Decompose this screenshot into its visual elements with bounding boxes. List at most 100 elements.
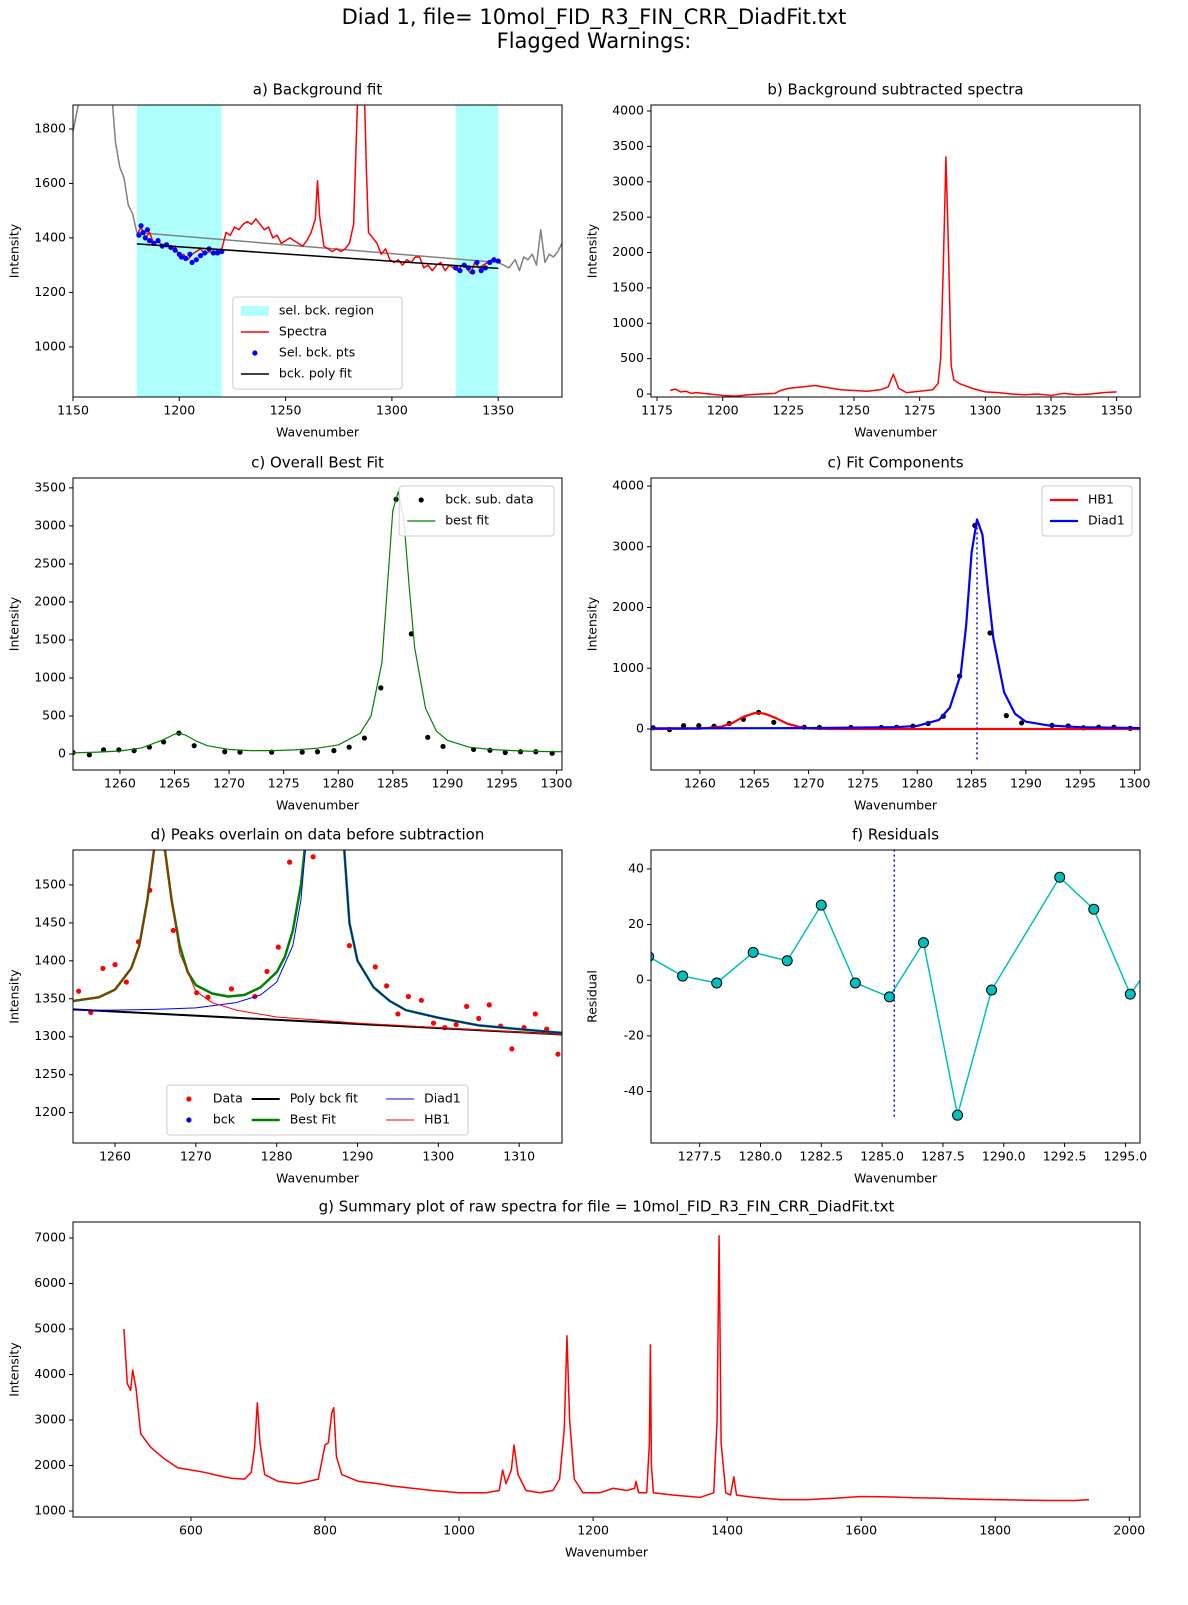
plot-area: [73, 491, 562, 758]
subplot: b) Background subtracted spectra Wavenumb…: [585, 81, 1141, 440]
subplot: c) Fit Components Wavenumber Intensity 1260…: [585, 454, 1151, 813]
y-tick-label: 1500: [612, 279, 644, 294]
data-point: [202, 250, 208, 256]
legend-frame: [398, 485, 555, 537]
y-tick-label: 1000: [34, 669, 66, 684]
x-tick-label: 1250: [270, 403, 302, 418]
x-tick-label: 1275: [904, 403, 936, 418]
data-point: [491, 257, 497, 263]
x-tick-label: 1200: [707, 403, 739, 418]
y-tick-label: 1000: [34, 1502, 66, 1517]
x-tick-label: 1350: [482, 403, 514, 418]
x-tick-label: 1295: [1064, 776, 1096, 791]
data-point: [555, 1051, 561, 1057]
y-tick-label: 1500: [34, 631, 66, 646]
data-point: [346, 744, 352, 750]
x-tick-label: 1295: [486, 776, 518, 791]
data-line: [123, 1234, 1090, 1502]
data-point: [487, 259, 493, 266]
legend-swatch: [418, 497, 424, 503]
data-point: [478, 268, 484, 274]
y-tick-label: 1800: [34, 120, 66, 135]
x-tick-label: 1265: [159, 776, 191, 791]
data-point: [210, 250, 216, 256]
data-line: [73, 850, 562, 1034]
x-tick-label: 1265: [738, 776, 770, 791]
legend-swatch: [186, 1117, 192, 1123]
x-tick-label: 1285: [377, 776, 409, 791]
y-tick-label: 5000: [34, 1321, 66, 1336]
data-point: [986, 984, 998, 996]
y-tick-label: 3500: [34, 479, 66, 494]
x-tick-label: 1150: [57, 403, 89, 418]
legend-label: best fit: [445, 513, 489, 528]
data-point: [1003, 713, 1009, 719]
data-point: [264, 968, 270, 975]
subplot-title: f) Residuals: [852, 826, 939, 844]
y-tick-label: 0: [636, 972, 644, 987]
x-tick-label: 1285.0: [860, 1149, 904, 1164]
legend-label: Poly bck fit: [290, 1091, 358, 1106]
legend-label: Diad1: [424, 1091, 461, 1106]
x-axis-label: Wavenumber: [276, 1171, 360, 1186]
data-line: [651, 518, 1140, 730]
subplot-title: d) Peaks overlain on data before subtrac…: [151, 826, 485, 844]
data-point: [1124, 988, 1136, 1000]
figure-title: Diad 1, file= 10mol_FID_R3_FIN_CRR_DiadF…: [342, 5, 847, 30]
x-axis-label: Wavenumber: [854, 1171, 938, 1186]
data-point: [532, 1011, 538, 1017]
x-axis-label: Wavenumber: [854, 425, 938, 440]
x-axis-label: Wavenumber: [854, 798, 938, 813]
axes-frame: [650, 477, 1141, 771]
plot-area: [651, 850, 1140, 1121]
x-tick-label: 1400: [711, 1523, 743, 1538]
x-tick-label: 1000: [443, 1523, 475, 1538]
x-tick-label: 1280: [322, 776, 354, 791]
figure-subtitle: Flagged Warnings:: [497, 29, 692, 53]
x-tick-label: 1310: [503, 1149, 535, 1164]
data-point: [883, 991, 895, 1003]
data-line: [73, 850, 562, 1035]
data-point: [372, 964, 378, 970]
axes-frame: [72, 849, 563, 1144]
y-tick-label: 3000: [34, 1412, 66, 1427]
data-point: [771, 719, 777, 725]
x-tick-label: 1285: [956, 776, 988, 791]
data-point: [136, 232, 142, 238]
legend-frame: [166, 1084, 469, 1136]
data-point: [123, 979, 129, 985]
data-point: [849, 977, 861, 989]
y-tick-label: 0: [58, 746, 66, 761]
data-point: [405, 993, 412, 1000]
y-tick-label: 1400: [34, 952, 66, 967]
y-tick-label: 1200: [34, 1104, 66, 1119]
subplot: d) Peaks overlain on data before subtrac…: [7, 826, 563, 1186]
x-tick-label: 1325: [1035, 403, 1067, 418]
y-tick-label: 0: [636, 386, 644, 401]
y-tick-label: 1000: [612, 660, 644, 675]
y-tick-label: 2000: [34, 1457, 66, 1472]
data-point: [486, 1002, 492, 1008]
data-point: [1088, 903, 1100, 915]
data-point: [464, 1003, 470, 1009]
data-point: [470, 269, 476, 275]
data-line: [73, 491, 562, 754]
y-tick-label: 3000: [34, 517, 66, 532]
data-point: [495, 258, 501, 264]
y-tick-label: 4000: [34, 1366, 66, 1381]
data-point: [1018, 720, 1025, 726]
plot-area: [73, 850, 562, 1057]
legend-label: HB1: [1088, 492, 1114, 507]
data-point: [440, 743, 446, 750]
y-axis-label: Intensity: [7, 223, 22, 278]
axes-frame: [72, 477, 563, 771]
legend-swatch: [252, 350, 258, 356]
data-point: [172, 247, 178, 253]
data-point: [189, 259, 195, 266]
data-point: [476, 1015, 482, 1022]
data-point: [142, 235, 148, 241]
y-tick-label: 4000: [612, 478, 644, 493]
axes-frame: [650, 104, 1141, 398]
y-tick-label: 20: [628, 916, 644, 931]
plot-area: [669, 156, 1117, 397]
